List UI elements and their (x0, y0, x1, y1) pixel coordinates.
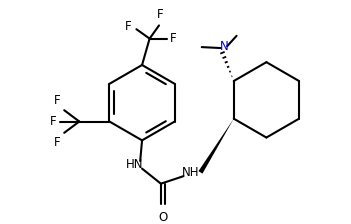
Text: HN: HN (126, 158, 143, 171)
Text: O: O (158, 211, 167, 224)
Text: F: F (157, 8, 163, 21)
Text: F: F (54, 136, 60, 149)
Text: N: N (220, 40, 229, 53)
Text: F: F (170, 32, 177, 45)
Text: F: F (125, 20, 132, 33)
Text: NH: NH (182, 166, 200, 179)
Polygon shape (198, 119, 234, 174)
Text: F: F (50, 115, 57, 128)
Text: F: F (54, 94, 60, 107)
